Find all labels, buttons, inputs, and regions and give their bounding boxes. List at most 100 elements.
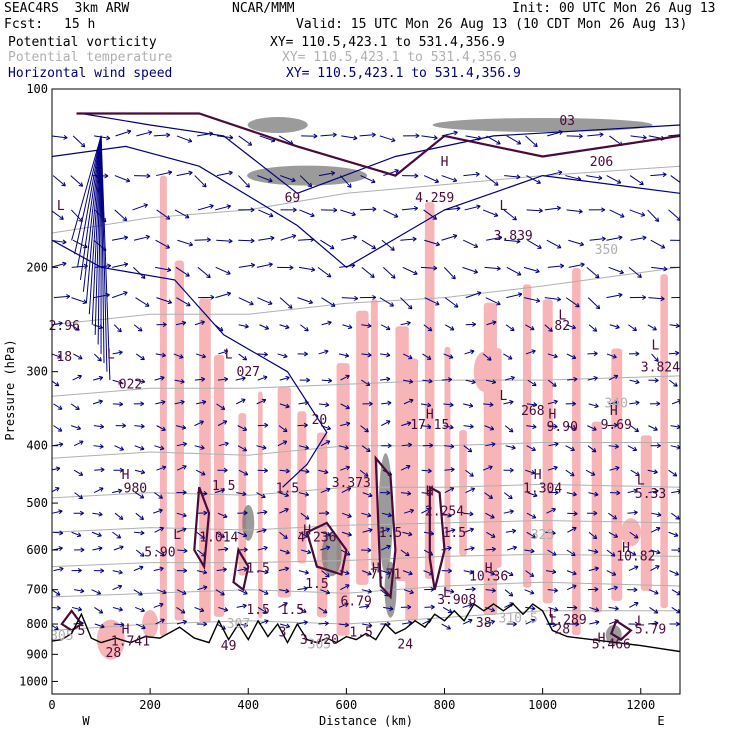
wind-arrow	[300, 512, 310, 520]
extrema-label: 38	[476, 616, 492, 631]
theta-contour	[52, 553, 680, 568]
wind-arrowhead	[613, 533, 619, 538]
wind-arrowhead	[634, 565, 639, 571]
fcst-label: Fcst:	[4, 17, 44, 32]
wind-arrow	[174, 209, 190, 219]
extrema-label: H	[610, 404, 618, 419]
wind-arrow	[648, 622, 659, 625]
wind-arrow	[197, 204, 214, 211]
wind-arrowhead	[182, 512, 187, 518]
wind-arrowhead	[117, 327, 122, 333]
wind-arrowhead	[344, 445, 349, 450]
wind-arrowhead	[141, 624, 146, 630]
wind-arrowhead	[386, 570, 391, 575]
wind-arrowhead	[140, 607, 145, 613]
wind-arrow	[606, 236, 623, 241]
wind-arrowhead	[366, 512, 372, 518]
wind-arrowhead	[262, 445, 267, 450]
wind-arrow	[340, 584, 350, 591]
extrema-label: H	[485, 562, 493, 577]
wind-arrowhead	[386, 544, 391, 550]
extrema-label: 1.5	[443, 526, 466, 541]
wind-arrow	[317, 266, 332, 278]
wind-arrow	[401, 207, 418, 211]
wind-arrow	[134, 379, 145, 383]
wind-arrowhead	[104, 173, 109, 179]
wind-arrow	[238, 353, 247, 361]
wind-arrowhead	[470, 349, 475, 355]
wind-arrowhead	[571, 401, 576, 407]
wind-arrowhead	[533, 492, 538, 498]
wind-arrowhead	[447, 568, 452, 574]
wind-arrowhead	[261, 398, 267, 404]
wind-arrowhead	[77, 374, 82, 380]
wind-arrowhead	[243, 622, 249, 628]
wind-arrowhead	[570, 471, 575, 477]
wind-arrow	[338, 445, 349, 449]
wind-arrowhead	[330, 170, 336, 176]
wind-arrowhead	[553, 607, 559, 612]
wind-arrow	[94, 607, 104, 614]
wind-arrow	[566, 425, 577, 431]
extrema-label: L	[57, 199, 65, 214]
wind-arrow	[503, 209, 517, 221]
wind-arrowhead	[599, 132, 604, 138]
wind-arrowhead	[159, 566, 164, 572]
wind-arrow	[606, 570, 616, 576]
wind-arrow	[257, 546, 268, 551]
extrema-label: 1.289	[548, 613, 587, 628]
wind-arrow	[320, 546, 331, 551]
wind-arrowhead	[595, 304, 601, 310]
wind-arrow	[278, 492, 289, 497]
field-theta-xy: XY= 110.5,423.1 to 531.4,356.9	[282, 50, 517, 65]
wind-arrow	[175, 266, 190, 277]
wind-arrowhead	[363, 472, 369, 477]
theta-label: 350	[595, 243, 618, 258]
wind-arrowhead	[637, 273, 642, 278]
wind-arrowhead	[206, 273, 211, 279]
wind-arrowhead	[285, 324, 290, 330]
wind-arrowhead	[79, 510, 84, 516]
wind-arrowhead	[167, 299, 173, 305]
wind-arrowhead	[642, 134, 647, 140]
wind-arrow	[504, 239, 521, 243]
wind-arrowhead	[615, 324, 620, 330]
wind-arrowhead	[285, 549, 290, 555]
wind-arrow	[52, 175, 66, 187]
wind-arrowhead	[345, 465, 351, 471]
wind-arrowhead	[556, 244, 562, 249]
wind-arrowhead	[530, 548, 535, 554]
wind-arrowhead	[407, 442, 413, 448]
wind-arrow	[297, 606, 307, 613]
wind-arrowhead	[572, 570, 577, 576]
x-tick-label: 800	[434, 698, 456, 712]
wind-arrow	[113, 546, 124, 551]
wind-arrow	[92, 512, 103, 516]
wind-arrow	[218, 442, 229, 447]
wind-arrow	[463, 403, 474, 407]
wind-arrowhead	[199, 420, 204, 425]
wind-arrow	[443, 425, 454, 429]
wind-arrowhead	[80, 547, 85, 553]
wind-arrow	[465, 588, 476, 591]
wind-arrowhead	[351, 211, 356, 217]
wind-arrow	[465, 469, 474, 477]
wind-arrowhead	[182, 590, 187, 595]
wind-arrow	[445, 324, 455, 331]
wind-arrow	[463, 425, 474, 428]
wind-arrowhead	[408, 570, 413, 576]
wind-arrowhead	[367, 352, 372, 358]
wind-arrow	[114, 209, 127, 221]
wind-arrowhead	[365, 381, 371, 386]
wind-arrowhead	[220, 591, 225, 596]
wind-arrowhead	[412, 236, 417, 242]
wind-arrow	[71, 531, 82, 537]
wind-arrowhead	[209, 203, 214, 209]
wind-arrowhead	[634, 427, 639, 433]
wind-arrowhead	[448, 354, 454, 359]
wind-arrowhead	[633, 488, 638, 494]
extrema-label: 5.79	[635, 623, 666, 638]
wind-arrow	[503, 510, 514, 514]
wind-arrowhead	[352, 234, 358, 240]
wind-arrow	[486, 236, 503, 241]
